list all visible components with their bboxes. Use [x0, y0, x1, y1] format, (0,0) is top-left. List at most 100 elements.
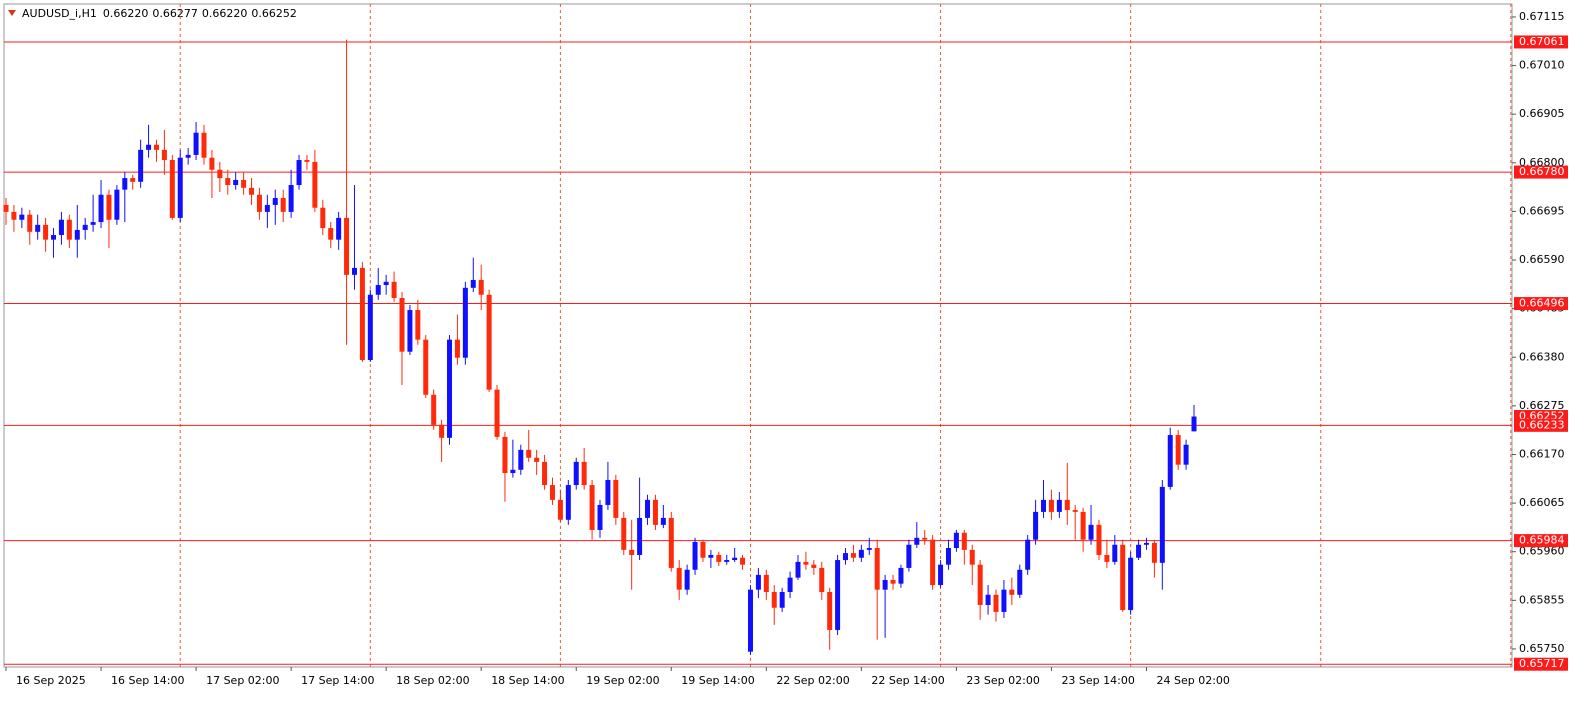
candle-body [858, 549, 864, 558]
level-label-box [1514, 165, 1568, 179]
candle-body [304, 160, 310, 162]
y-tick-label: 0.66065 [1519, 496, 1565, 509]
level-label: 0.65984 [1519, 534, 1565, 547]
candle-body [1159, 486, 1165, 563]
y-tick-label: 0.65750 [1519, 642, 1565, 655]
candle-body [312, 161, 318, 208]
y-tick-label: 0.66800 [1519, 156, 1565, 169]
candle-body [470, 279, 476, 288]
candle-body [565, 485, 571, 520]
candle-body [407, 310, 413, 352]
x-tick-label: 24 Sep 02:00 [1156, 674, 1229, 687]
candle-body [652, 499, 658, 525]
candle-body [985, 594, 991, 605]
x-tick-label: 19 Sep 14:00 [681, 674, 754, 687]
high-value: 0.66277 [152, 7, 198, 20]
candle-body [1017, 569, 1023, 595]
level-label-box [1514, 35, 1568, 49]
candle-body [668, 517, 674, 568]
candle-body [518, 449, 524, 470]
candle-body [953, 532, 959, 549]
candle-body [27, 214, 33, 232]
candle-body [1183, 444, 1189, 465]
x-tick-label: 22 Sep 14:00 [871, 674, 944, 687]
candle-body [724, 560, 730, 562]
candle-body [993, 594, 999, 612]
x-tick-label: 16 Sep 14:00 [111, 674, 184, 687]
candle-body [1167, 435, 1173, 487]
x-tick-label: 18 Sep 02:00 [396, 674, 469, 687]
candle-body [478, 279, 484, 295]
y-tick-label: 0.66380 [1519, 350, 1565, 363]
candle-body [296, 160, 302, 186]
candle-body [249, 187, 255, 195]
candle-body [1009, 589, 1015, 595]
x-tick-label: 19 Sep 02:00 [586, 674, 659, 687]
candle-body [819, 567, 825, 592]
candle-body [447, 339, 453, 438]
candle-body [1048, 499, 1054, 512]
candle-body [890, 579, 896, 584]
candle-body [153, 144, 159, 150]
candle-body [1025, 539, 1031, 570]
candle-body [637, 517, 643, 555]
y-tick-label: 0.66695 [1519, 204, 1565, 217]
x-tick-label: 23 Sep 14:00 [1061, 674, 1134, 687]
candle-body [114, 189, 120, 220]
x-tick-label: 23 Sep 02:00 [966, 674, 1039, 687]
candle-body [122, 178, 128, 190]
candle-body [177, 157, 183, 218]
level-label: 0.65717 [1519, 657, 1565, 670]
candle-body [336, 217, 342, 240]
candle-body [613, 479, 619, 518]
candle-body [454, 339, 460, 358]
candle-body [771, 591, 777, 608]
candle-body [1033, 511, 1039, 540]
candle-body [494, 389, 500, 437]
candle-body [82, 224, 88, 230]
candle-body [732, 557, 738, 561]
candle-body [827, 591, 833, 630]
level-label: 0.66496 [1519, 297, 1565, 310]
candle-body [217, 169, 223, 179]
candle-body [605, 479, 611, 505]
y-tick-label: 0.66590 [1519, 253, 1565, 266]
candle-body [241, 179, 247, 188]
candle-body [106, 194, 112, 220]
candle-body [977, 564, 983, 605]
candle-body [225, 178, 231, 186]
level-label: 0.66780 [1519, 165, 1565, 178]
level-label-box [1514, 657, 1568, 671]
candle-body [1056, 499, 1062, 512]
candle-body [201, 132, 207, 158]
candle-body [1104, 554, 1110, 562]
candle-body [882, 579, 888, 590]
y-tick-label: 0.66275 [1519, 399, 1565, 412]
candle-body [328, 228, 334, 240]
x-tick-label: 22 Sep 02:00 [776, 674, 849, 687]
y-tick-label: 0.65960 [1519, 545, 1565, 558]
candle-body [1001, 589, 1007, 612]
candle-body [874, 548, 880, 590]
close-value: 0.66252 [251, 7, 297, 20]
candle-body [1151, 542, 1157, 563]
candle-body [542, 461, 548, 486]
candle-body [684, 569, 690, 590]
candle-body [138, 149, 144, 182]
candle-body [264, 204, 270, 212]
y-tick-label: 0.66170 [1519, 447, 1565, 460]
candle-body [233, 179, 239, 186]
candle-body [146, 144, 152, 150]
candle-body [391, 281, 397, 298]
candle-body [399, 297, 405, 352]
level-label-box [1514, 418, 1568, 432]
candle-body [1041, 499, 1047, 512]
candle-body [35, 224, 41, 232]
candle-body [676, 567, 682, 590]
y-tick-label: 0.67115 [1519, 10, 1565, 23]
candle-body [795, 561, 801, 578]
candle-body [581, 461, 587, 486]
candle-body [692, 541, 698, 570]
